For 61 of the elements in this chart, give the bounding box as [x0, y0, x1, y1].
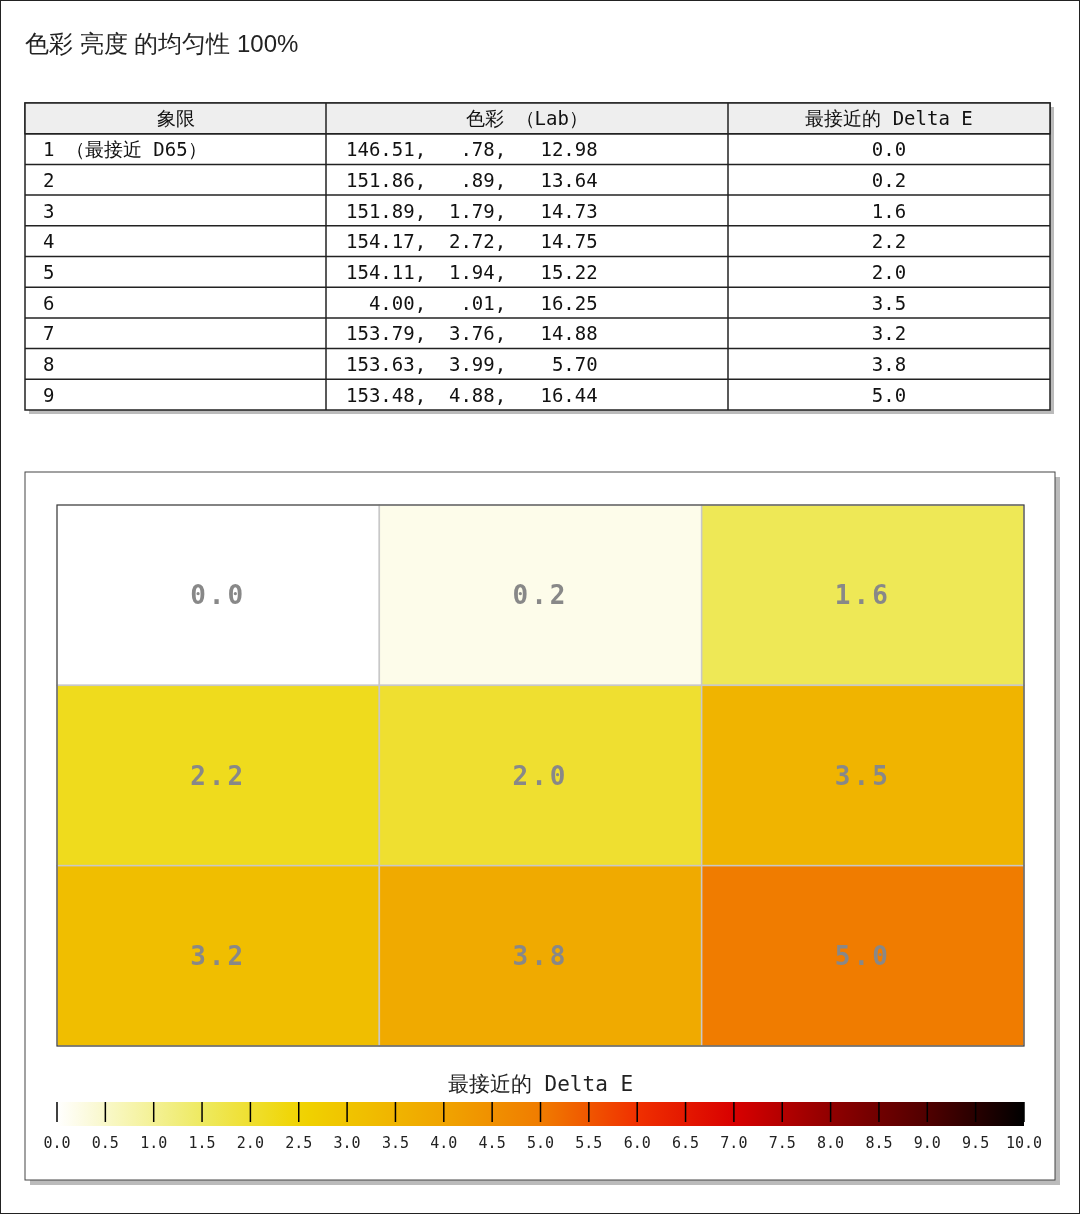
text: 153.63, 3.99, 5.70	[346, 353, 598, 376]
y-tick-label: 5	[43, 260, 55, 283]
text: 5.0	[871, 383, 907, 406]
color-bar-label: 5.5	[575, 1134, 603, 1152]
text: 151.86, .89, 13.64	[346, 168, 598, 191]
data-label: 2.2	[190, 760, 247, 791]
y-tick-label: 2	[43, 168, 55, 191]
data-label: 0.0	[190, 580, 247, 611]
color-bar-label: 4.0	[430, 1134, 458, 1152]
color-bar-label: 6.0	[623, 1134, 651, 1152]
y-tick-label: 7	[43, 322, 55, 345]
color-bar-label: 2.0	[236, 1134, 264, 1152]
y-tick-label: 6	[43, 291, 55, 314]
color-bar-label: 5.0	[526, 1134, 555, 1152]
x-tick-label: 色彩 （Lab）	[466, 107, 588, 130]
data-label: 5.0	[834, 940, 891, 971]
color-bar-title: 最接近的 Delta E	[447, 1072, 634, 1096]
text: 153.48, 4.88, 16.44	[346, 383, 598, 406]
y-tick-label: 4	[43, 230, 55, 253]
data-label: 3.8	[512, 940, 569, 971]
text: 154.17, 2.72, 14.75	[346, 230, 598, 253]
text: 153.79, 3.76, 14.88	[346, 322, 598, 345]
data-label: 0.2	[512, 580, 569, 611]
y-axis-title: 象限	[156, 107, 195, 130]
color-bar-label: 3.0	[333, 1134, 361, 1152]
color-bar-label: 9.5	[962, 1134, 990, 1152]
text: 1.6	[871, 199, 907, 222]
color-bar-label: 3.5	[381, 1134, 409, 1152]
color-bar-label: 9.0	[913, 1134, 941, 1152]
data-label: 2.0	[512, 760, 569, 791]
text: 2.2	[871, 230, 907, 253]
color-bar-label: 7.0	[720, 1134, 748, 1152]
y-tick-label: 1 （最接近 D65）	[43, 138, 207, 161]
color-bar-label: 0.5	[91, 1134, 119, 1152]
color-bar-label: 4.5	[478, 1134, 506, 1152]
text: 154.11, 1.94, 15.22	[346, 260, 598, 283]
text: 4.00, .01, 16.25	[368, 291, 598, 314]
chart-title: 色彩 亮度 的均匀性 100%	[25, 30, 299, 57]
data-label: 3.5	[834, 760, 891, 791]
text: 0.0	[871, 138, 907, 161]
text: 3.2	[871, 322, 907, 345]
text: 3.5	[871, 291, 907, 314]
color-bar-label: 8.0	[817, 1134, 845, 1152]
y-tick-label: 8	[43, 353, 55, 376]
text: 3.8	[871, 353, 907, 376]
y-tick-label: 9	[43, 383, 55, 406]
color-bar-label: 1.5	[188, 1134, 216, 1152]
y-tick-label: 3	[43, 199, 55, 222]
color-bar-label: 1.0	[140, 1134, 168, 1152]
color-bar-label: 7.5	[768, 1134, 796, 1152]
data-label: 3.2	[190, 940, 247, 971]
color-bar-label: 10.0	[1005, 1134, 1043, 1152]
text: 0.2	[871, 168, 907, 191]
text: 2.0	[871, 260, 907, 283]
color-bar-label: 8.5	[865, 1134, 893, 1152]
color-bar-label: 6.5	[672, 1134, 700, 1152]
color-bar-label: 0.0	[43, 1134, 71, 1152]
data-label: 1.6	[834, 580, 891, 611]
color-bar-label: 2.5	[285, 1134, 313, 1152]
text: 151.89, 1.79, 14.73	[346, 199, 598, 222]
text: 146.51, .78, 12.98	[346, 138, 598, 161]
